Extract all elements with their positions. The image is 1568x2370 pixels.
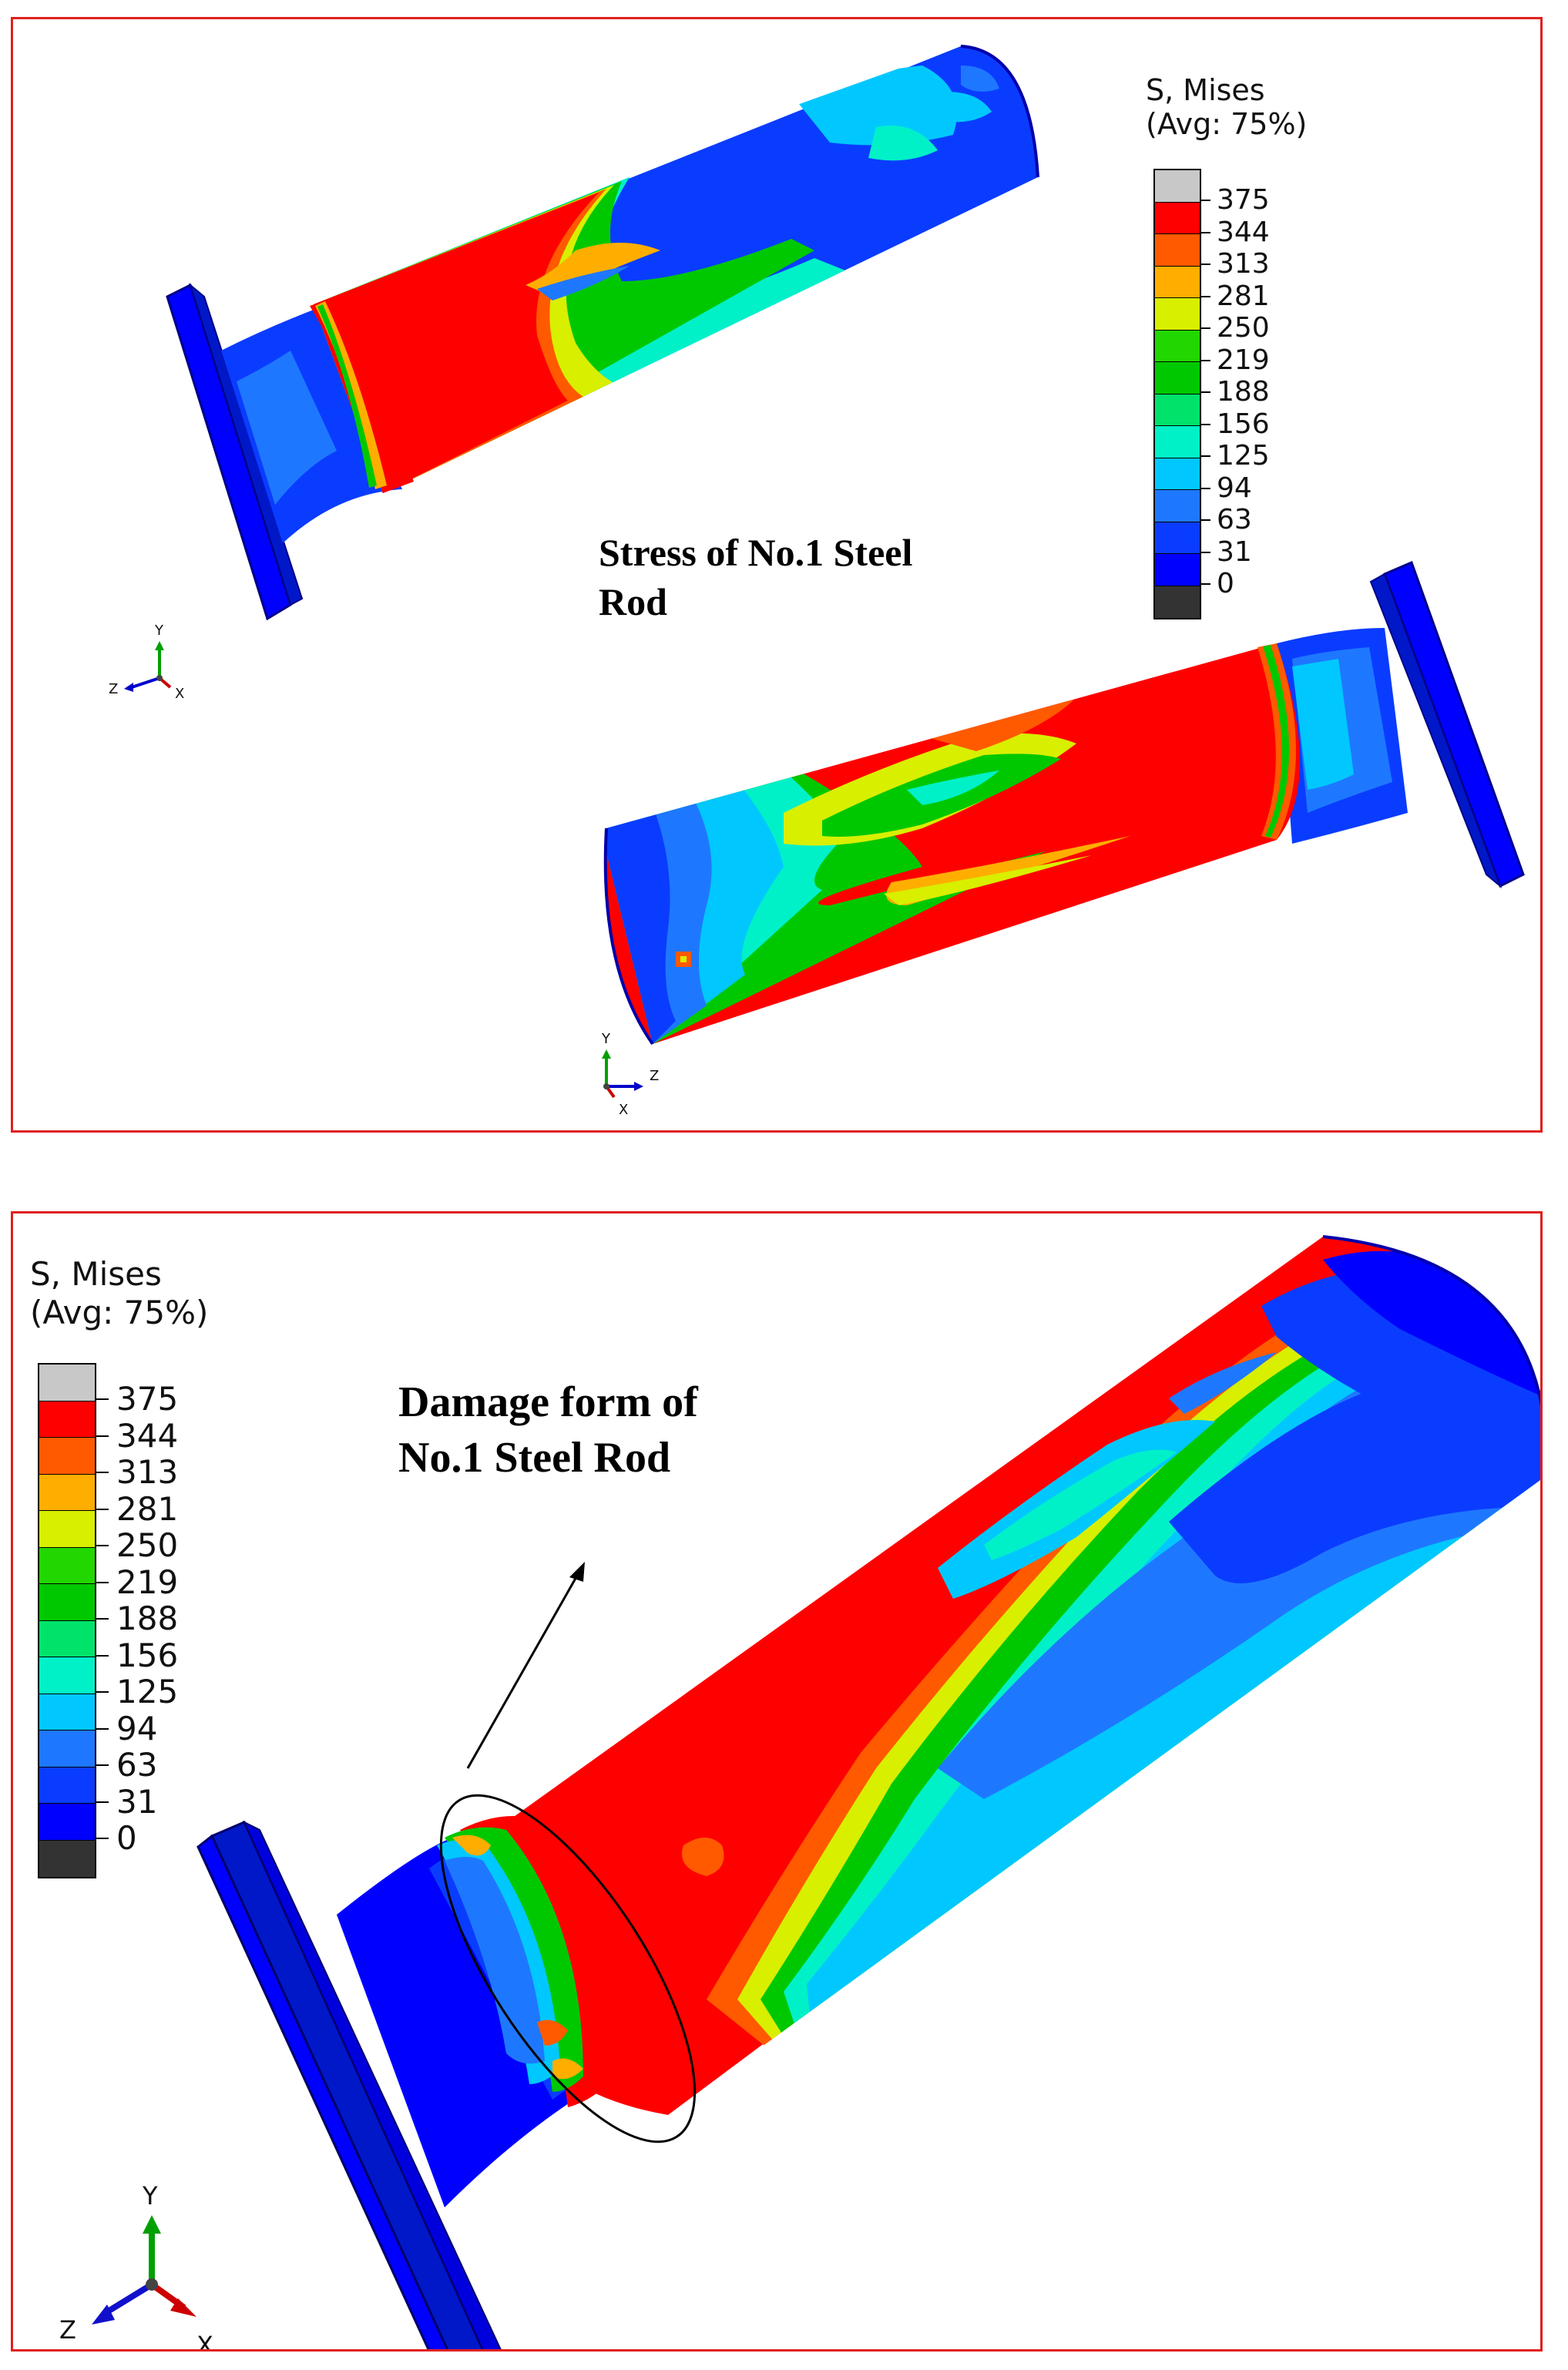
top-panel: Y Z X Y Z X S, Mises (Avg: 75%) <box>11 17 1543 1133</box>
axis-triad: Y Z X <box>59 2181 213 2352</box>
legend-value: 125 <box>1217 440 1270 472</box>
annotation-arrow <box>466 1575 579 1769</box>
legend-value: 63 <box>1217 504 1252 535</box>
legend-title-line2: (Avg: 75%) <box>30 1294 209 1331</box>
legend-swatch <box>39 1584 95 1621</box>
legend-swatch <box>39 1401 95 1438</box>
legend-swatch <box>1155 362 1200 394</box>
legend-value: 156 <box>116 1637 179 1674</box>
legend-swatch <box>1155 586 1200 618</box>
legend-swatch <box>1155 522 1200 554</box>
legend-value: 281 <box>1217 280 1270 312</box>
legend-value: 250 <box>1217 312 1270 344</box>
legend-value: 250 <box>116 1526 179 1564</box>
legend-swatch <box>1155 202 1200 234</box>
legend-swatch <box>1155 266 1200 298</box>
legend-value: 188 <box>116 1600 179 1637</box>
legend-title-line1: S, Mises <box>1146 73 1265 107</box>
legend-value: 94 <box>1217 472 1252 504</box>
axis-label-z: Z <box>109 681 118 697</box>
legend-swatch <box>39 1840 95 1877</box>
legend-value: 219 <box>116 1563 179 1601</box>
legend-swatch <box>1155 330 1200 362</box>
axis-triad-right: Y Z X <box>601 1031 659 1118</box>
legend-value: 0 <box>116 1819 137 1857</box>
legend-value: 281 <box>116 1490 179 1528</box>
legend-value: 375 <box>1217 184 1270 216</box>
legend-value: 125 <box>116 1673 179 1710</box>
legend-swatch <box>1155 554 1200 586</box>
caption-damage-line2: No.1 Steel Rod <box>398 1434 671 1482</box>
legend-value: 344 <box>116 1417 179 1455</box>
legend-title-line1: S, Mises <box>30 1255 162 1293</box>
axis-label-y: Y <box>154 623 164 639</box>
rod-b-end-plate <box>1383 560 1525 888</box>
caption-stress-line2: Rod <box>599 580 667 623</box>
bottom-contour-plot: Y Z X <box>59 1235 1540 2352</box>
legend-swatch <box>39 1511 95 1548</box>
legend-value: 219 <box>1217 344 1270 376</box>
legend-title-line2: (Avg: 75%) <box>1146 107 1308 141</box>
axis-label-z: Z <box>650 1068 659 1084</box>
legend-swatch <box>1155 458 1200 490</box>
rod-c <box>196 1235 1540 2349</box>
legend-value: 31 <box>1217 536 1252 568</box>
top-contour-plots: Y Z X Y Z X <box>109 45 1525 1118</box>
legend-value: 313 <box>1217 248 1270 280</box>
axis-label-x: X <box>196 2331 213 2352</box>
legend-swatch <box>1155 234 1200 267</box>
damage-ellipse <box>439 1794 697 2143</box>
caption-damage-line1: Damage form of <box>398 1378 698 1426</box>
axis-label-z: Z <box>59 2315 76 2345</box>
legend-value: 31 <box>116 1783 158 1821</box>
legend-swatch <box>39 1547 95 1584</box>
legend-value: 188 <box>1217 376 1270 408</box>
legend-value: 94 <box>116 1710 158 1747</box>
legend-swatch <box>1155 170 1200 203</box>
legend-swatch <box>39 1438 95 1475</box>
legend-value: 313 <box>116 1453 179 1491</box>
axis-label-y: Y <box>601 1031 611 1047</box>
legend-value: 0 <box>1217 568 1234 599</box>
legend-value: 344 <box>1217 217 1270 248</box>
legend-value: 375 <box>116 1380 179 1418</box>
legend-swatch <box>1155 490 1200 522</box>
axis-label-x: X <box>175 686 184 702</box>
rod-c-end-plate <box>196 1834 449 2349</box>
legend-swatch <box>39 1694 95 1731</box>
axis-triad-left: Y Z X <box>109 623 184 702</box>
axis-label-x: X <box>619 1102 628 1118</box>
legend-swatch <box>1155 426 1200 458</box>
axis-label-y: Y <box>142 2181 158 2211</box>
legend-color-bar <box>1153 169 1201 619</box>
legend-swatch <box>39 1804 95 1841</box>
bottom-panel: Y Z X S, Mises (Avg: 75%) <box>11 1211 1543 2352</box>
legend-swatch <box>39 1474 95 1511</box>
rod-b <box>603 560 1525 1046</box>
legend-value: 156 <box>1217 408 1270 440</box>
legend-swatch <box>39 1365 95 1402</box>
caption-stress-line1: Stress of No.1 Steel <box>599 531 913 574</box>
legend-swatch <box>1155 394 1200 426</box>
legend-swatch <box>1155 298 1200 331</box>
legend-swatch <box>39 1731 95 1767</box>
legend-value: 63 <box>116 1746 158 1784</box>
legend-color-bar <box>38 1363 96 1878</box>
legend-swatch <box>39 1657 95 1694</box>
legend-swatch <box>39 1767 95 1804</box>
legend-swatch <box>39 1620 95 1657</box>
